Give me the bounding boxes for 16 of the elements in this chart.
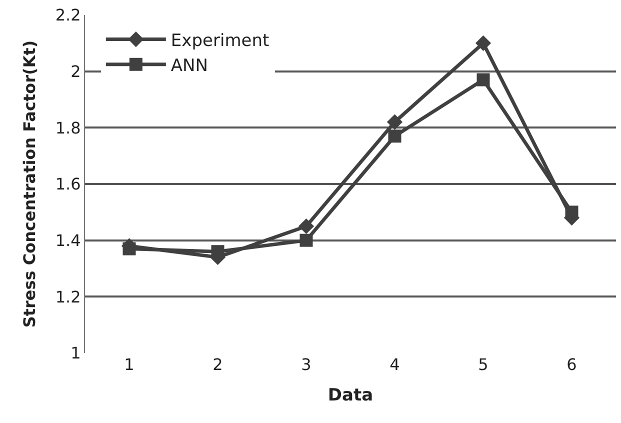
y-tick-label: 1.4	[55, 230, 81, 250]
x-tick-label: 5	[478, 355, 488, 374]
x-tick-label: 3	[301, 355, 312, 374]
y-tick-label: 1.8	[55, 118, 81, 138]
x-tick-label: 4	[390, 355, 400, 374]
x-axis-title: Data	[328, 385, 374, 406]
y-tick-label: 2.2	[55, 6, 81, 25]
x-tick-label: 6	[566, 355, 577, 374]
legend-label: Experiment	[170, 30, 270, 51]
y-tick-label: 2	[70, 62, 81, 81]
x-tick-label: 1	[124, 355, 134, 374]
legend-label: ANN	[170, 56, 208, 76]
x-tick-label: 2	[212, 355, 223, 374]
y-tick-label: 1.6	[55, 174, 81, 194]
y-axis-title: Stress Concentration Factor(Kt)	[20, 40, 40, 328]
y-tick-label: 1.2	[55, 287, 81, 306]
